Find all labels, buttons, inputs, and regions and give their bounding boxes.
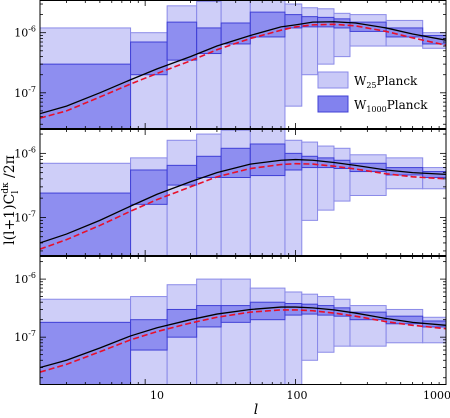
bar-narrow-top-5: [249, 11, 286, 38]
axes-top: [39, 0, 447, 129]
legend-label-narrow-sub: 1000: [366, 105, 386, 114]
y-ticks-middle: 10-610-7: [14, 145, 36, 224]
legend-label-narrow-tail: Planck: [387, 98, 429, 112]
panel-top: 10-610-7: [14, 0, 447, 129]
bar-narrow-top-1: [130, 41, 168, 76]
panel-frame-bottom: [39, 256, 447, 385]
bar-wide-middle-8: [317, 145, 335, 211]
y-axis-title-sup: dκ: [1, 182, 11, 194]
curves-middle: [40, 158, 446, 250]
curves-bottom: [40, 306, 446, 373]
y-axis-title-main: l(l+1)C: [2, 194, 18, 245]
y-axis-title: l(l+1)Cldκ /2π: [1, 155, 21, 245]
bar-narrow-bottom-8: [317, 305, 335, 316]
x-tick-label: 1000: [423, 389, 450, 402]
legend-label-narrow-base: W: [354, 98, 367, 112]
bar-narrow-middle-3: [196, 155, 222, 178]
bar-wide-top-3: [196, 1, 222, 129]
bars-bottom: [40, 278, 446, 385]
curves-top: [40, 21, 446, 119]
bars-top: [40, 0, 446, 129]
legend-label-wide-base: W: [354, 74, 367, 88]
bar-wide-bottom-4: [220, 278, 251, 385]
bar-wide-middle-2: [166, 139, 198, 256]
y-tick-label-exp: -7: [28, 209, 36, 218]
y-tick-label-exp: -7: [28, 329, 36, 338]
axes-middle: [39, 129, 447, 256]
y-tick-label-base: 10: [14, 273, 28, 286]
y-tick-label-base: 10: [14, 147, 28, 160]
x-tick-label: 10: [150, 389, 164, 402]
bar-narrow-middle-7: [301, 155, 319, 169]
model-curve-middle: [40, 162, 446, 250]
y-ticks-top: 10-610-7: [14, 25, 36, 100]
legend-label-wide-sub: 25: [366, 81, 376, 90]
y-ticks-bottom: 10-610-7: [14, 271, 36, 344]
model-curve-bottom: [40, 309, 446, 373]
legend-label-narrow: W1000Planck: [354, 98, 428, 114]
panel-frame-middle: [39, 129, 447, 256]
bar-narrow-bottom-1: [130, 319, 168, 351]
bar-wide-bottom-8: [317, 296, 335, 353]
theory-curve-bottom: [40, 306, 446, 369]
bar-narrow-middle-5: [249, 143, 286, 177]
bar-narrow-top-0: [40, 63, 132, 129]
y-axis-title-sub: l: [11, 191, 21, 194]
bar-wide-bottom-11: [385, 308, 424, 344]
legend: W25Planck W1000Planck: [317, 71, 428, 114]
x-tick-labels: 10 100 1000: [150, 389, 450, 402]
x-tick-label: 100: [287, 389, 308, 402]
model-curve-top: [40, 23, 446, 119]
legend-label-wide-tail: Planck: [377, 74, 419, 88]
panel-middle: 10-610-7: [14, 129, 447, 256]
y-tick-label-top: 10-7: [14, 85, 36, 100]
bar-wide-top-4: [220, 0, 251, 129]
bar-wide-middle-9: [333, 147, 351, 202]
bar-narrow-middle-1: [130, 169, 168, 205]
axes-bottom: [39, 256, 447, 385]
bar-narrow-middle-0: [40, 192, 132, 256]
x-axis-title: l: [254, 402, 258, 418]
y-tick-label-base: 10: [14, 331, 28, 344]
theory-curve-top: [40, 21, 446, 115]
panel-bottom: 10-610-7: [14, 256, 447, 385]
bars-middle: [40, 129, 446, 256]
bar-narrow-bottom-7: [301, 303, 319, 315]
y-tick-label-middle: 10-6: [14, 145, 36, 160]
y-tick-label-base: 10: [14, 27, 28, 40]
bar-wide-middle-10: [349, 154, 387, 196]
bar-wide-bottom-9: [333, 298, 351, 347]
y-axis-title-tail: /2π: [2, 155, 18, 182]
bar-narrow-bottom-2: [166, 308, 198, 338]
bar-wide-middle-3: [196, 133, 222, 256]
bar-narrow-top-10: [349, 21, 387, 32]
y-tick-label-base: 10: [14, 87, 28, 100]
bar-narrow-top-9: [333, 18, 351, 29]
legend-label-wide: W25Planck: [354, 74, 418, 90]
y-tick-label-base: 10: [14, 211, 28, 224]
y-tick-label-exp: -6: [28, 271, 36, 280]
y-tick-label-exp: -6: [28, 25, 36, 34]
bar-narrow-top-2: [166, 21, 198, 61]
bar-narrow-middle-2: [166, 164, 198, 186]
bar-narrow-bottom-4: [220, 305, 251, 323]
legend-swatch-wide: [317, 71, 349, 89]
theory-curve-middle: [40, 158, 446, 244]
y-tick-label-exp: -7: [28, 85, 36, 94]
bar-wide-bottom-3: [196, 278, 222, 385]
y-tick-label-bottom: 10-7: [14, 329, 36, 344]
y-tick-label-top: 10-6: [14, 25, 36, 40]
bar-narrow-middle-4: [220, 147, 251, 178]
legend-swatch-narrow: [317, 95, 349, 113]
bar-narrow-middle-6: [284, 152, 303, 171]
y-tick-label-bottom: 10-6: [14, 271, 36, 286]
y-tick-label-middle: 10-7: [14, 209, 36, 224]
bar-wide-middle-7: [301, 141, 319, 221]
y-tick-label-exp: -6: [28, 145, 36, 154]
